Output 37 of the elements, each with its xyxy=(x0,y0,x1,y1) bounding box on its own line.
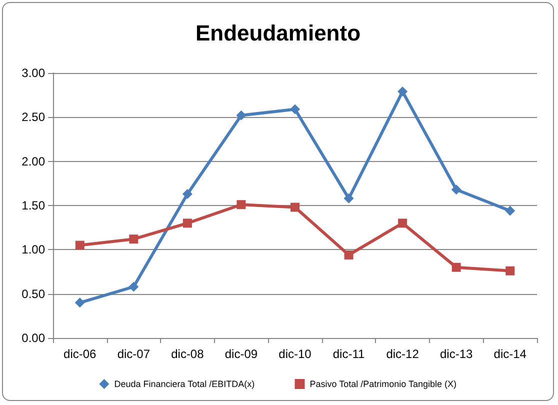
y-tick-label: 3.00 xyxy=(22,66,46,80)
y-tick-label: 2.50 xyxy=(22,110,46,124)
point xyxy=(236,110,246,120)
point xyxy=(398,218,408,228)
point xyxy=(128,282,139,292)
point xyxy=(344,193,354,204)
x-tick-label: dic-12 xyxy=(386,347,420,361)
point xyxy=(344,250,354,260)
chart-title: Endeudamiento xyxy=(195,20,361,46)
x-tick-label: dic-10 xyxy=(278,347,312,361)
point xyxy=(290,104,300,114)
y-tick-label: 1.00 xyxy=(22,242,46,257)
point xyxy=(452,262,461,272)
point xyxy=(506,266,515,276)
legend-label: Pasivo Total /Patrimonio Tangible (X) xyxy=(310,379,456,389)
y-tick-label: 0.50 xyxy=(22,286,46,301)
point xyxy=(182,218,192,228)
legend-label: Deuda Financiera Total /EBITDA(x) xyxy=(114,379,255,389)
x-tick-label: dic-09 xyxy=(224,347,258,361)
point xyxy=(451,184,462,195)
x-tick-label: dic-06 xyxy=(64,347,97,361)
y-tick-label: 1.50 xyxy=(22,198,46,212)
point xyxy=(74,298,85,308)
point xyxy=(129,234,138,244)
point xyxy=(75,240,84,250)
point xyxy=(236,200,246,210)
point xyxy=(398,86,408,97)
point xyxy=(290,202,300,212)
y-tick-label: 2.00 xyxy=(22,154,46,168)
x-tick-label: dic-13 xyxy=(440,347,473,361)
x-tick-label: dic-14 xyxy=(494,347,527,361)
point xyxy=(505,206,516,216)
x-tick-label: dic-08 xyxy=(171,347,204,361)
x-tick-label: dic-07 xyxy=(117,347,150,361)
point xyxy=(182,189,192,200)
y-tick-label: 0.00 xyxy=(22,331,46,345)
x-tick-label: dic-11 xyxy=(332,347,365,361)
